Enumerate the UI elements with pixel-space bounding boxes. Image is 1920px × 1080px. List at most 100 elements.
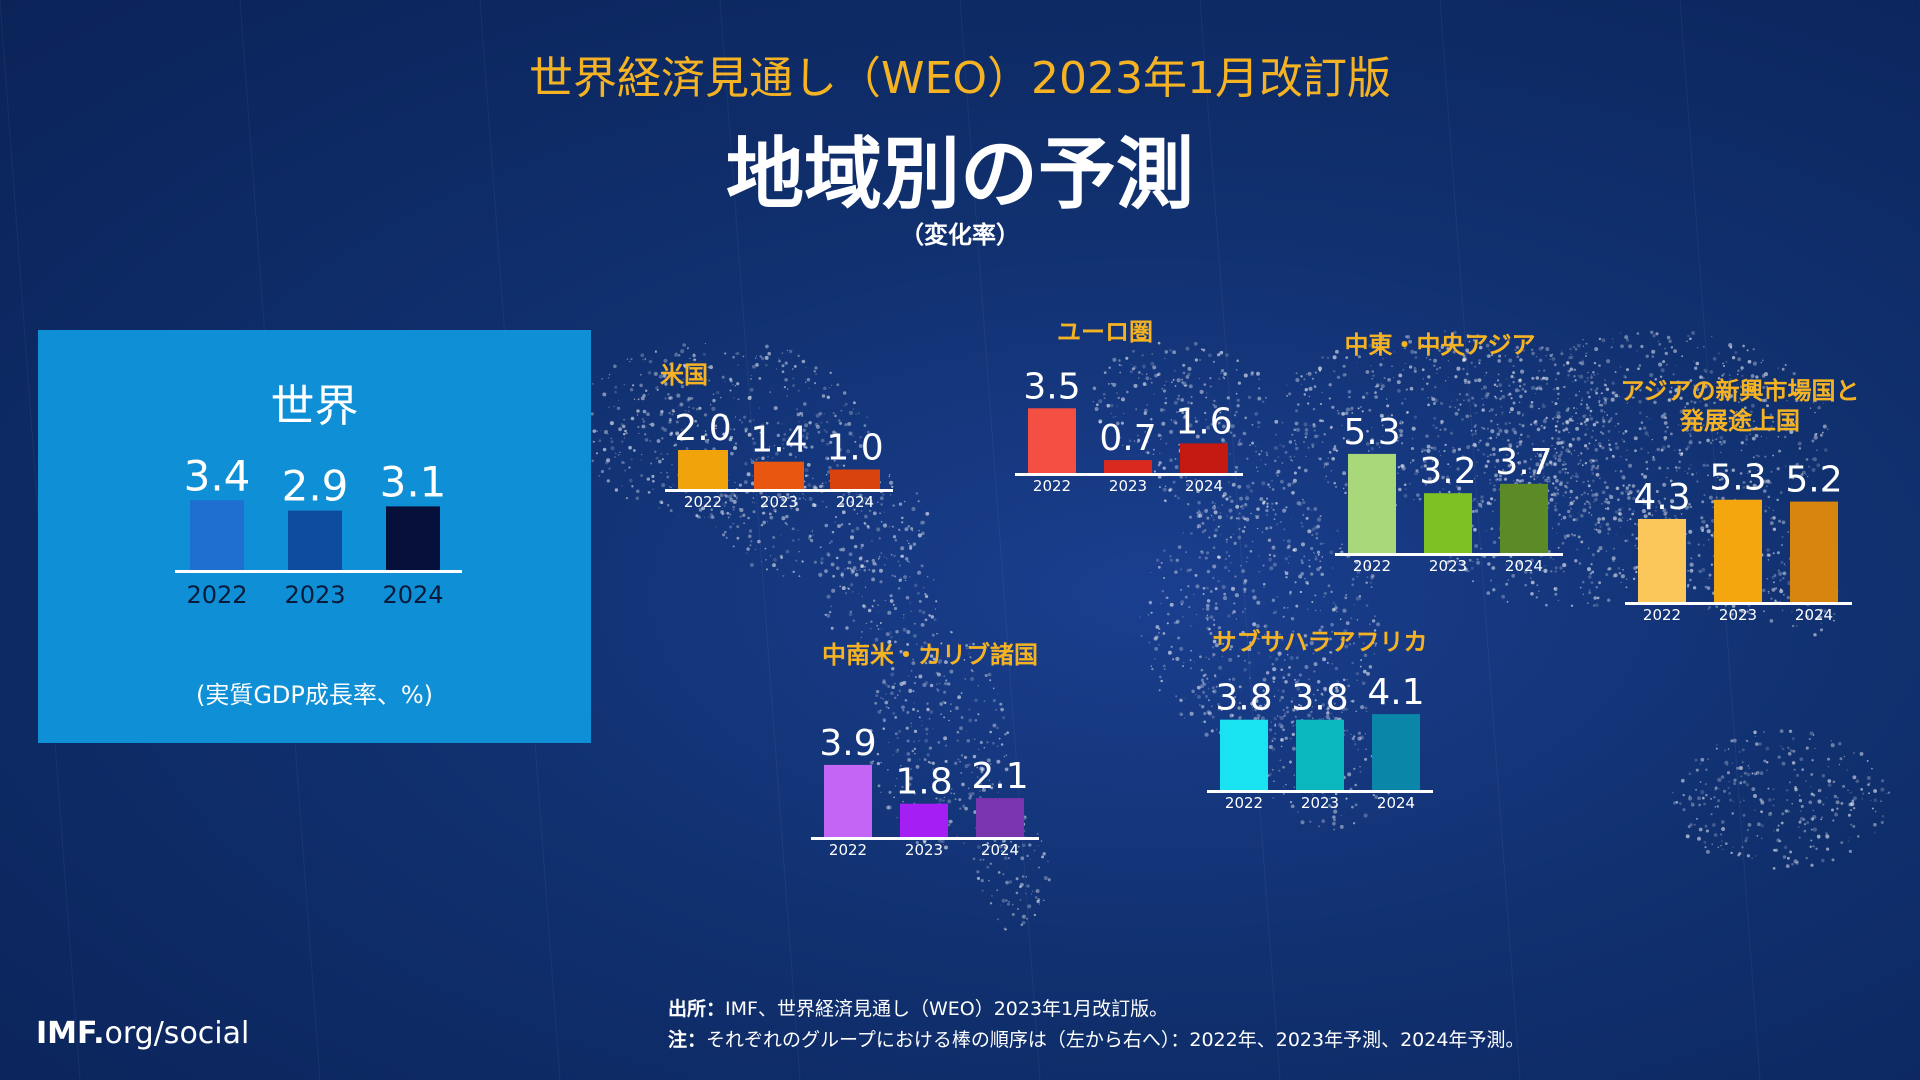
map-dot	[826, 552, 830, 556]
map-dot	[676, 393, 681, 398]
map-dot	[855, 413, 857, 415]
map-dot	[621, 424, 626, 429]
map-dot	[696, 371, 699, 374]
map-dot	[751, 475, 753, 477]
map-dot	[610, 437, 612, 440]
map-dot	[848, 552, 853, 557]
map-dot	[901, 516, 904, 520]
map-dot	[789, 428, 792, 431]
map-dot	[903, 614, 905, 616]
map-dot	[921, 531, 925, 536]
map-dot	[743, 415, 747, 419]
map-dot	[679, 402, 684, 407]
map-dot	[607, 376, 610, 379]
map-dot	[782, 437, 786, 442]
map-dot	[602, 447, 607, 452]
map-dot	[673, 410, 676, 413]
map-dot	[607, 433, 609, 435]
map-dot	[644, 358, 647, 360]
map-dot	[618, 427, 623, 432]
map-dot	[619, 451, 621, 454]
map-dot	[628, 445, 632, 450]
map-dot	[704, 516, 706, 519]
map-dot	[914, 622, 916, 625]
map-dot	[636, 414, 639, 416]
map-dot	[852, 619, 856, 623]
map-dot	[774, 510, 777, 513]
map-dot	[732, 509, 735, 511]
map-dot	[789, 444, 793, 448]
map-dot	[722, 432, 726, 437]
imf-social-logo[interactable]: IMF.org/social	[36, 1016, 249, 1051]
map-dot	[688, 406, 690, 408]
map-dot	[897, 587, 901, 590]
map-dot	[898, 578, 902, 583]
map-dot	[824, 613, 827, 616]
map-dot	[752, 497, 755, 499]
map-dot	[678, 406, 680, 408]
mideast-value-label-2023: 3.2	[1419, 451, 1476, 492]
map-dot	[787, 496, 790, 500]
map-dot	[883, 556, 886, 558]
usa-tick-label-2023: 2023	[760, 493, 798, 511]
map-dot	[884, 700, 889, 705]
map-dot	[916, 591, 920, 595]
map-dot	[854, 572, 859, 577]
map-dot	[654, 350, 657, 353]
note-label: 注：	[668, 1029, 707, 1051]
map-dot	[702, 352, 706, 356]
map-dot	[935, 600, 938, 603]
map-dot	[598, 475, 601, 477]
map-dot	[784, 521, 787, 524]
map-dot	[784, 361, 788, 365]
ssa-tick-label-2022: 2022	[1225, 794, 1263, 812]
map-dot	[815, 424, 820, 429]
map-dot	[660, 452, 663, 456]
map-dot	[715, 427, 717, 430]
map-dot	[880, 552, 883, 555]
map-dot	[930, 615, 935, 619]
map-dot	[849, 610, 853, 614]
map-dot	[682, 343, 686, 347]
map-dot	[823, 428, 826, 432]
map-dot	[989, 762, 992, 765]
map-dot	[893, 554, 896, 558]
map-dot	[792, 495, 795, 497]
map-dot	[840, 464, 843, 466]
map-dot	[629, 360, 631, 363]
map-dot	[762, 520, 767, 525]
map-dot	[661, 426, 665, 430]
map-dot	[677, 353, 681, 357]
map-dot	[803, 485, 807, 489]
map-dot	[830, 626, 834, 630]
map-dot	[752, 437, 755, 440]
map-dot	[730, 491, 735, 496]
map-dot	[723, 504, 726, 507]
map-dot	[825, 473, 828, 476]
map-dot	[764, 547, 767, 550]
map-dot	[917, 533, 922, 538]
map-dot	[592, 429, 597, 433]
map-dot	[924, 593, 927, 596]
map-dot	[834, 414, 837, 418]
map-dot	[746, 472, 751, 477]
map-dot	[706, 379, 708, 381]
map-dot	[603, 430, 609, 435]
map-dot	[910, 527, 914, 531]
map-dot	[849, 410, 853, 415]
map-dot	[747, 396, 752, 400]
map-dot	[755, 458, 758, 461]
map-dot	[858, 556, 863, 561]
map-dot	[608, 467, 611, 470]
map-dot	[680, 384, 685, 389]
map-dot	[831, 588, 836, 593]
map-dot	[850, 529, 855, 533]
map-dot	[712, 393, 715, 395]
map-dot	[830, 384, 833, 386]
map-dot	[852, 401, 856, 405]
map-dot	[954, 706, 959, 711]
map-dot	[631, 485, 634, 488]
map-dot	[847, 421, 852, 426]
map-dot	[829, 542, 831, 544]
